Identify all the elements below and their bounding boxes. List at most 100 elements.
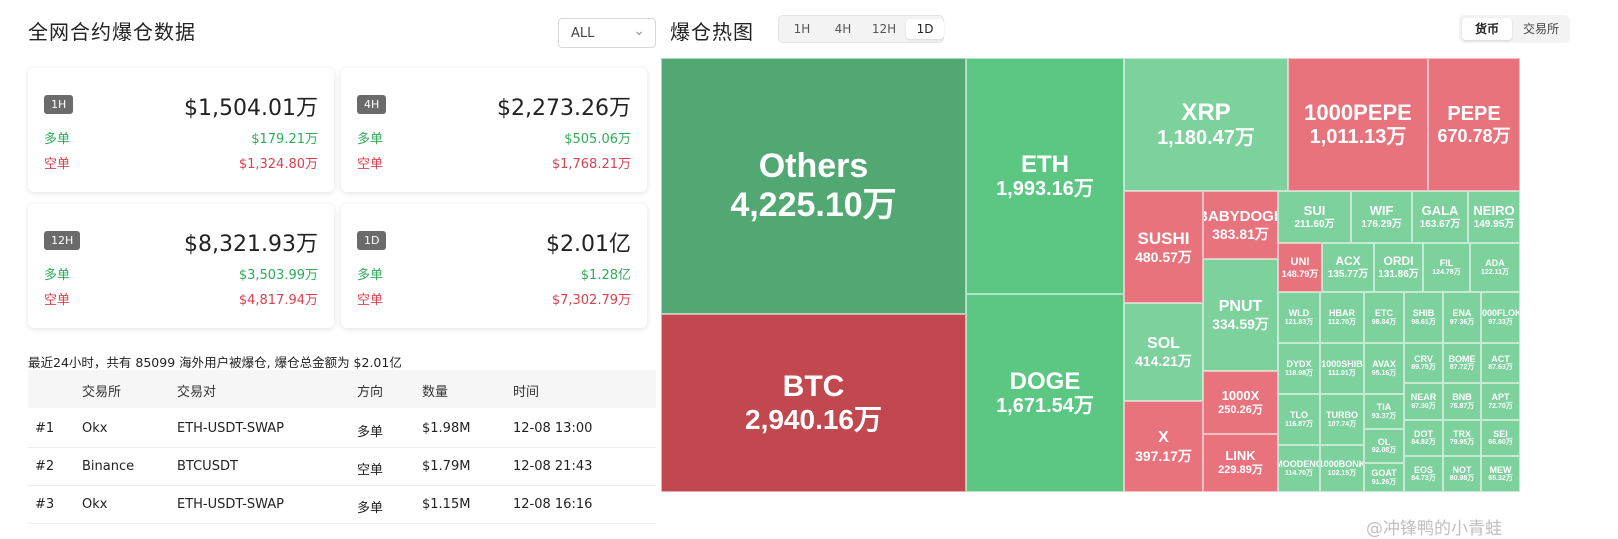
tile-symbol: TURBO — [1326, 410, 1358, 421]
long-label: 多单 — [44, 132, 71, 147]
heatmap-tile-babydoge[interactable]: BABYDOGE383.81万 — [1203, 191, 1278, 259]
tile-value: 135.77万 — [1327, 268, 1369, 280]
heatmap-tile-1000shib[interactable]: 1000SHIB 111.01万 — [1320, 343, 1364, 394]
tile-value: 250.26万 — [1218, 403, 1263, 416]
tile-value: 116.87万 — [1284, 420, 1314, 428]
tile-symbol: XRP — [1181, 99, 1231, 127]
heatmap-tile-trx[interactable]: TRX 79.95万 — [1443, 420, 1481, 456]
tile-value: 149.95万 — [1473, 218, 1515, 230]
header-exchange: 交易所 — [82, 385, 122, 400]
tab-12h[interactable]: 12H — [871, 22, 897, 36]
heatmap-tile-apt[interactable]: APT 72.70万 — [1481, 383, 1520, 420]
heatmap-tile-moodeng[interactable]: MOODENG114.70万 — [1278, 445, 1320, 492]
heatmap-tile-link[interactable]: LINK 229.89万 — [1203, 434, 1278, 492]
tile-value: 72.70万 — [1488, 402, 1513, 410]
heatmap-tile-ol[interactable]: OL 92.08万 — [1364, 429, 1404, 463]
heatmap-tile-sushi[interactable]: SUSHI 480.57万 — [1124, 191, 1203, 303]
heatmap-tile-eos[interactable]: EOS 84.73万 — [1404, 456, 1443, 492]
heatmap-tile-near[interactable]: NEAR 87.30万 — [1404, 383, 1443, 420]
tab-1h[interactable]: 1H — [793, 22, 811, 36]
heatmap-tile-hbar[interactable]: HBAR 112.70万 — [1320, 292, 1364, 343]
heatmap-tile-tlo[interactable]: TLO 116.87万 — [1278, 394, 1320, 445]
heatmap-tile-crv[interactable]: CRV 89.75万 — [1404, 343, 1443, 383]
tile-symbol: UNI — [1290, 256, 1310, 268]
heatmap-tile-turbo[interactable]: TURBO 107.74万 — [1320, 394, 1364, 445]
heatmap-tile-acx[interactable]: ACX 135.77万 — [1322, 243, 1374, 292]
heatmap-tile-btc[interactable]: BTC 2,940.16万 — [661, 314, 966, 492]
tile-value: 480.57万 — [1135, 248, 1192, 265]
table-row[interactable]: #2 Binance BTCUSDT 空单 $1.79M 12-08 21:43 — [28, 447, 656, 486]
heatmap-tile-sol[interactable]: SOL 414.21万 — [1124, 303, 1203, 401]
heatmap-tile-goat[interactable]: GOAT 91.26万 — [1364, 463, 1404, 492]
toggle-currency[interactable]: 货币 — [1462, 18, 1512, 40]
heatmap-tile-wif[interactable]: WIF 176.29万 — [1351, 191, 1412, 243]
exchange-filter-select[interactable]: ALL ⌄ — [558, 18, 656, 48]
tile-symbol: 1000PEPE — [1304, 100, 1412, 126]
heatmap-tile-pepe[interactable]: PEPE 670.78万 — [1428, 58, 1520, 191]
heatmap-tile-tia[interactable]: TIA 93.37万 — [1364, 394, 1404, 429]
heatmap-tile-etc[interactable]: ETC 98.84万 — [1364, 292, 1404, 343]
tab-1d[interactable]: 1D — [906, 19, 944, 39]
liquidation-data-panel: 全网合约爆仓数据 ALL ⌄ 1H $1,504.01万 多单 $179.21万… — [0, 0, 670, 539]
rank: #2 — [35, 459, 55, 474]
tile-value: 670.78万 — [1437, 125, 1511, 146]
heatmap-tile-neiro[interactable]: NEIRO 149.95万 — [1468, 191, 1520, 243]
tile-symbol: BTC — [782, 369, 845, 403]
heatmap-tile-1000bonk[interactable]: 1000BONK 102.15万 — [1320, 445, 1364, 492]
tile-value: 95.16万 — [1371, 369, 1397, 377]
tab-4h[interactable]: 4H — [834, 22, 852, 36]
heatmap-tile-eth[interactable]: ETH 1,993.16万 — [966, 58, 1124, 294]
heatmap-tile-dot[interactable]: DOT 84.82万 — [1404, 420, 1443, 456]
heatmap-tile-pnut[interactable]: PNUT 334.59万 — [1203, 259, 1278, 371]
heatmap-tile-1000floki[interactable]: 1000FLOKI97.33万 — [1481, 292, 1520, 343]
heatmap-tile-bome[interactable]: BOME 87.72万 — [1443, 343, 1481, 383]
panel-title: 全网合约爆仓数据 — [28, 20, 196, 44]
tile-value: 118.98万 — [1284, 369, 1314, 377]
tile-value: 98.61万 — [1411, 318, 1436, 326]
tile-symbol: ETC — [1375, 308, 1393, 319]
heatmap-tile-bnb[interactable]: BNB 76.87万 — [1443, 383, 1481, 420]
heatmap-tile-ada[interactable]: ADA 122.11万 — [1470, 243, 1520, 292]
tile-symbol: TRX — [1453, 428, 1471, 439]
heatmap-tile-wld[interactable]: WLD 121.83万 — [1278, 292, 1320, 343]
heatmap-tile-others[interactable]: Others 4,225.10万 — [661, 58, 966, 314]
heatmap-tile-ena[interactable]: ENA 97.36万 — [1443, 292, 1481, 343]
toggle-exchange[interactable]: 交易所 — [1522, 22, 1559, 36]
heatmap-tile-x[interactable]: X 397.17万 — [1124, 401, 1203, 492]
heatmap-tile-avax[interactable]: AVAX 95.16万 — [1364, 343, 1404, 394]
heatmap-tile-dydx[interactable]: DYDX 118.98万 — [1278, 343, 1320, 394]
tile-value: 66.80万 — [1488, 439, 1513, 447]
long-label: 多单 — [44, 268, 71, 283]
heatmap-tile-not[interactable]: NOT 80.98万 — [1443, 456, 1481, 492]
heatmap-tile-sei[interactable]: SEI 66.80万 — [1481, 420, 1520, 456]
direction-cell: 空单 — [357, 463, 384, 478]
heatmap-tile-gala[interactable]: GALA 163.67万 — [1412, 191, 1468, 243]
heatmap-tile-act[interactable]: ACT 87.63万 — [1481, 343, 1520, 383]
tile-value: 131.86万 — [1378, 268, 1419, 280]
heatmap-tile-uni[interactable]: UNI 148.79万 — [1278, 243, 1322, 292]
tile-value: 1,011.13万 — [1309, 125, 1407, 148]
tile-symbol: DOGE — [1009, 367, 1081, 395]
heatmap-tile-mew[interactable]: MEW 65.32万 — [1481, 456, 1520, 492]
heatmap-tile-1000pepe[interactable]: 1000PEPE 1,011.13万 — [1288, 58, 1428, 191]
heatmap-tile-shib[interactable]: SHIB 98.61万 — [1404, 292, 1443, 343]
heatmap-tile-ordi[interactable]: ORDI 131.86万 — [1374, 243, 1423, 292]
liquidation-card: 4H $2,273.26万 多单 $505.06万 空单 $1,768.21万 — [341, 68, 647, 192]
table-row[interactable]: #3 Okx ETH-USDT-SWAP 多单 $1.15M 12-08 16:… — [28, 485, 656, 524]
tile-symbol: SHIB — [1412, 308, 1435, 319]
tile-value: 114.70万 — [1284, 469, 1314, 477]
heatmap-tile-fil[interactable]: FIL 124.78万 — [1423, 243, 1470, 292]
tile-value: 87.63万 — [1488, 364, 1513, 372]
tile-symbol: ACT — [1491, 353, 1510, 364]
table-header: 交易所 交易对 方向 数量 时间 — [28, 370, 656, 408]
tile-value: 1,180.47万 — [1157, 126, 1255, 149]
tile-symbol: X — [1158, 429, 1169, 447]
heatmap-tile-1000x[interactable]: 1000X 250.26万 — [1203, 371, 1278, 434]
heatmap-tile-xrp[interactable]: XRP 1,180.47万 — [1124, 58, 1288, 191]
tile-value: 229.89万 — [1218, 464, 1263, 477]
heatmap-tile-sui[interactable]: SUI 211.60万 — [1278, 191, 1351, 243]
tile-value: 383.81万 — [1212, 225, 1269, 242]
table-row[interactable]: #1 Okx ETH-USDT-SWAP 多单 $1.98M 12-08 13:… — [28, 409, 656, 448]
tile-value: 97.33万 — [1488, 318, 1513, 326]
heatmap-tile-doge[interactable]: DOGE 1,671.54万 — [966, 294, 1124, 492]
